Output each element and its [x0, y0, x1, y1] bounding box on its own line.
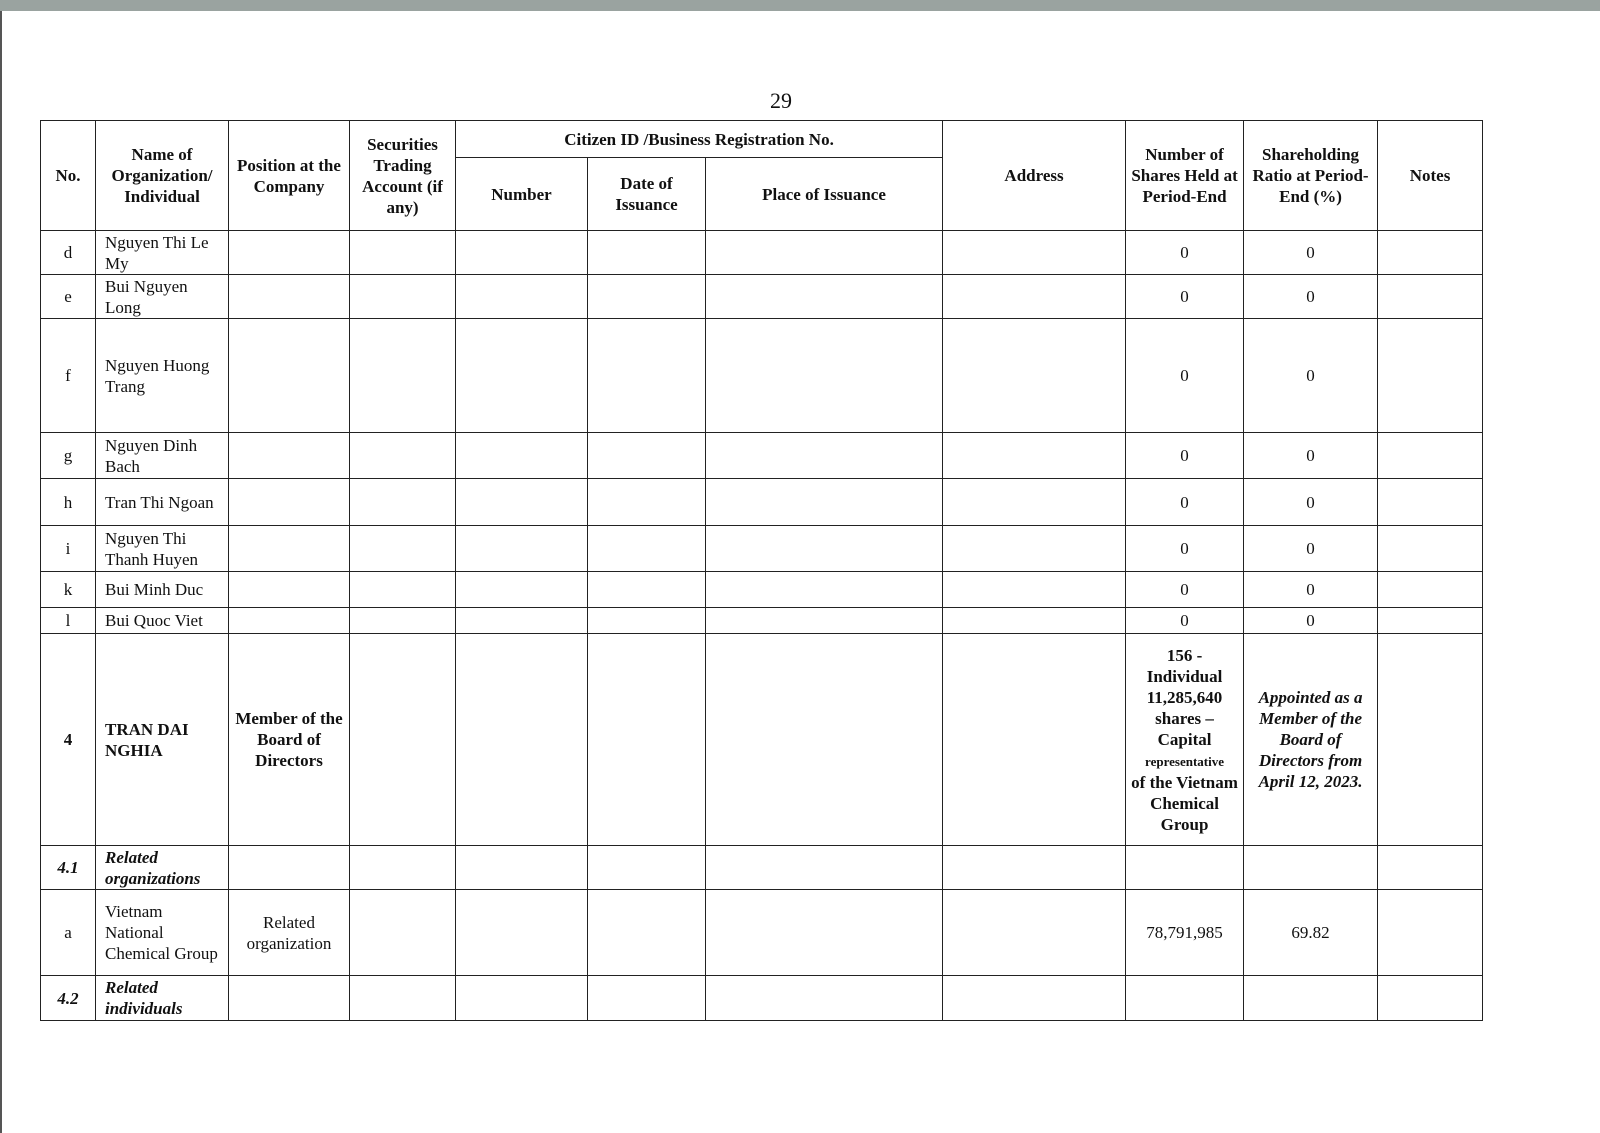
row-name: Nguyen Dinh Bach [95, 432, 229, 479]
shareholder-table: No. Name of Organization/ Individual Pos… [40, 120, 1484, 1021]
row-shares: 0 [1125, 607, 1245, 634]
row-name: Related individuals [95, 975, 229, 1021]
table-row: i Nguyen Thi Thanh Huyen 0 0 [40, 525, 1484, 572]
row-ratio: Appointed as a Member of the Board of Di… [1243, 633, 1379, 846]
table-row-a: a Vietnam National Chemical Group Relate… [40, 889, 1484, 976]
row-ratio: 0 [1243, 318, 1379, 433]
row-ratio: 0 [1243, 571, 1379, 608]
header-name: Name of Organization/ Individual [95, 120, 229, 231]
header-shares: Number of Shares Held at Period-End [1125, 120, 1245, 231]
row-name: TRAN DAI NGHIA [95, 633, 229, 846]
header-subrow: Number Date of Issuance Place of Issuanc… [41, 157, 1483, 231]
row-position: Member of the Board of Directors [228, 633, 350, 846]
row-shares: 0 [1125, 274, 1245, 319]
row-no: 4.2 [40, 975, 96, 1021]
row-name: Bui Nguyen Long [95, 274, 229, 319]
row-no: 4 [40, 633, 96, 846]
scan-left-edge [0, 11, 2, 1133]
row-ratio: 0 [1243, 274, 1379, 319]
row-name: Related organizations [95, 845, 229, 890]
row-name: Nguyen Huong Trang [95, 318, 229, 433]
row-position: Related organization [228, 889, 350, 976]
header-citizen-id: Citizen ID /Business Registration No. [454, 120, 944, 158]
row-shares: 0 [1125, 525, 1245, 572]
row-shares: 0 [1125, 571, 1245, 608]
table-row-4: 4 TRAN DAI NGHIA Member of the Board of … [40, 633, 1484, 846]
header-address: Address [942, 120, 1127, 231]
row-shares: 0 [1125, 478, 1245, 526]
row-ratio: 0 [1243, 607, 1379, 634]
row-no: e [40, 274, 96, 319]
table-row: k Bui Minh Duc 0 0 [40, 571, 1484, 608]
header-place: Place of Issuance [704, 157, 944, 231]
row-name: Bui Quoc Viet [95, 607, 229, 634]
row-no: l [40, 607, 96, 634]
row-no: d [40, 230, 96, 275]
table-row: l Bui Quoc Viet 0 0 [40, 607, 1484, 634]
header-position: Position at the Company [228, 120, 350, 231]
row-ratio: 0 [1243, 525, 1379, 572]
header-securities: Securities Trading Account (if any) [349, 120, 456, 231]
row-no: g [40, 432, 96, 479]
row-name: Nguyen Thi Thanh Huyen [95, 525, 229, 572]
table-row: h Tran Thi Ngoan 0 0 [40, 478, 1484, 526]
row-no: 4.1 [40, 845, 96, 890]
row-no: i [40, 525, 96, 572]
row-ratio: 0 [1243, 432, 1379, 479]
row-no: h [40, 478, 96, 526]
header-row: No. Name of Organization/ Individual Pos… [40, 120, 1484, 231]
row-no: a [40, 889, 96, 976]
row-shares: 156 - Individual 11,285,640 shares – Cap… [1125, 633, 1245, 846]
table-row: g Nguyen Dinh Bach 0 0 [40, 432, 1484, 479]
row-shares: 0 [1125, 230, 1245, 275]
table-row: d Nguyen Thi Le My 0 0 [40, 230, 1484, 275]
table-row-4-1: 4.1 Related organizations [40, 845, 1484, 890]
header-date: Date of Issuance [587, 157, 706, 231]
header-number: Number [455, 157, 588, 231]
row-name: Nguyen Thi Le My [95, 230, 229, 275]
row-no: f [40, 318, 96, 433]
header-ratio: Shareholding Ratio at Period-End (%) [1243, 120, 1379, 231]
row-shares: 78,791,985 [1125, 889, 1245, 976]
scan-top-edge [0, 0, 1600, 11]
row-name: Tran Thi Ngoan [95, 478, 229, 526]
row-name: Bui Minh Duc [95, 571, 229, 608]
row-ratio: 0 [1243, 478, 1379, 526]
row-ratio: 69.82 [1243, 889, 1379, 976]
row-shares: 0 [1125, 432, 1245, 479]
header-notes: Notes [1377, 120, 1484, 231]
header-no: No. [40, 120, 96, 231]
row-name: Vietnam National Chemical Group [95, 889, 229, 976]
page-number: 29 [770, 88, 792, 113]
row-no: k [40, 571, 96, 608]
row-shares: 0 [1125, 318, 1245, 433]
table-row: f Nguyen Huong Trang 0 0 [40, 318, 1484, 433]
row-ratio: 0 [1243, 230, 1379, 275]
table-row: e Bui Nguyen Long 0 0 [40, 274, 1484, 319]
table-row-4-2: 4.2 Related individuals [40, 975, 1484, 1021]
